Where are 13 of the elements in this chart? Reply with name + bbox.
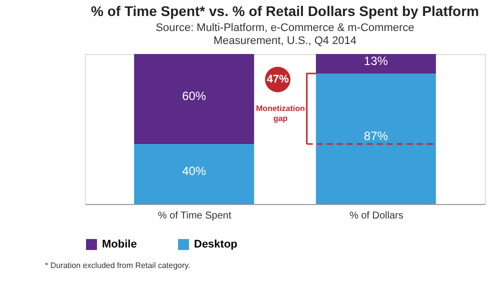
text: * Duration excluded from Retail category. [45,261,190,270]
legend-label: Desktop [194,238,238,251]
x-tick-label: % of Time Spent [158,210,232,222]
data-label: 87% [364,128,388,143]
x-tick-label: % of Dollars [349,210,404,222]
legend-label: Mobile [102,238,137,251]
chart-subtitle: Source: Multi-Platform, e-Commerce & m-Commerce Measurement, U.S., Q4 2014 [156,22,414,47]
data-label: 13% [364,54,388,68]
chart-title: % of Time Spent* vs. % of Retail Dollars Spent by Platform [91,3,479,19]
data-label: 40% [182,164,206,178]
annotation: 47% [266,74,289,86]
annotation: Monetization gap [256,104,306,123]
data-label: 60% [182,89,206,103]
